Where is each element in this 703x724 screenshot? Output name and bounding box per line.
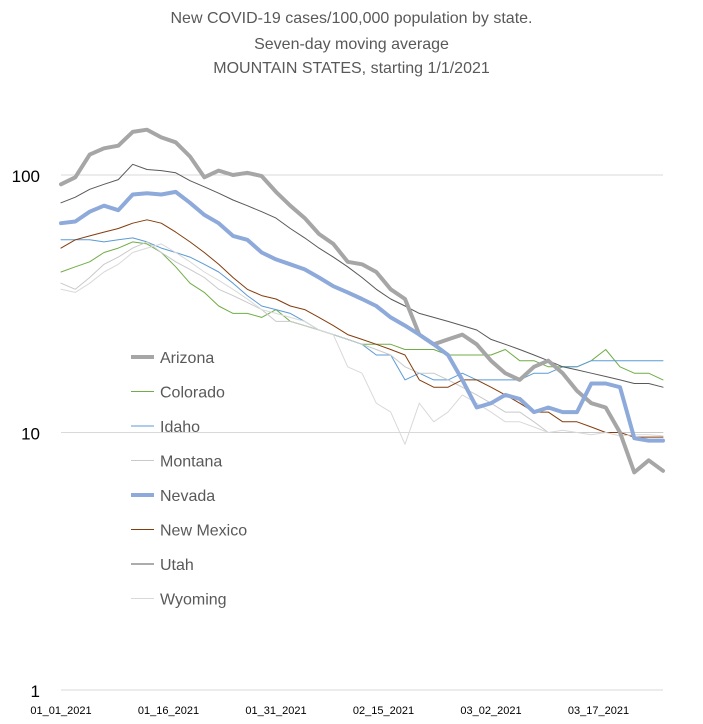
series-line-wyoming [60,243,664,445]
y-tick-label-1: 1 [31,682,40,701]
series-line-nevada [59,189,665,443]
series-line-new-mexico [60,219,664,438]
chart-title-line-1: New COVID-19 cases/100,000 population by… [170,10,533,27]
chart-title-line-3: MOUNTAIN STATES, starting 1/1/2021 [213,60,490,77]
x-tick-label: 03_02_2021 [460,705,521,717]
series-line-utah [60,163,664,388]
series-line-montana [60,241,664,433]
legend-label-arizona: Arizona [160,350,214,367]
legend-label-idaho: Idaho [160,419,200,436]
legend-label-new-mexico: New Mexico [160,523,247,540]
x-tick-label: 01_16_2021 [138,705,199,717]
legend-label-wyoming: Wyoming [160,592,227,609]
x-tick-label: 01_31_2021 [245,705,306,717]
x-tick-label: 03_17_2021 [568,705,629,717]
x-tick-label: 02_15_2021 [353,705,414,717]
legend-label-utah: Utah [160,557,194,574]
y-tick-label-100: 100 [12,167,40,186]
legend-label-montana: Montana [160,454,222,471]
series-line-arizona [59,127,665,475]
chart-title-line-2: Seven-day moving average [254,36,449,53]
legend-label-colorado: Colorado [160,385,225,402]
legend-label-nevada: Nevada [160,488,215,505]
y-tick-label-10: 10 [21,425,40,444]
x-tick-label: 01_01_2021 [30,705,91,717]
